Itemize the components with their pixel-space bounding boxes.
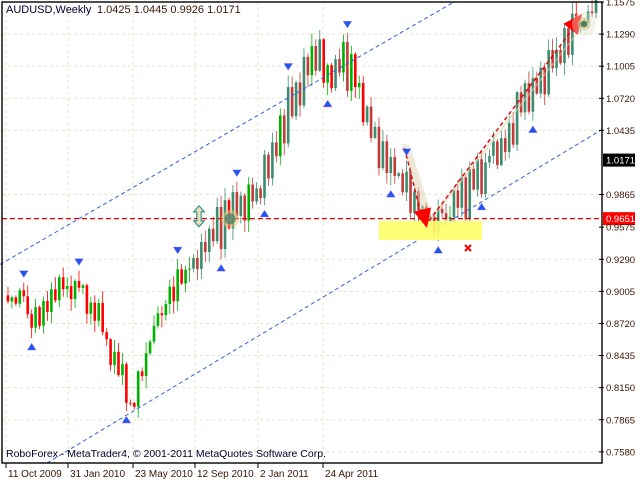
svg-text:0.7865: 0.7865 xyxy=(606,415,635,426)
svg-text:11 Oct 2009: 11 Oct 2009 xyxy=(8,469,62,480)
svg-text:0.8720: 0.8720 xyxy=(606,319,635,330)
svg-text:RoboForex - MetaTrader4, © 200: RoboForex - MetaTrader4, © 2001-2011 Met… xyxy=(6,448,326,460)
svg-text:24 Apr 2011: 24 Apr 2011 xyxy=(325,469,379,480)
svg-text:0.8150: 0.8150 xyxy=(606,383,635,394)
svg-text:1.0425 1.0445 0.9926 1.0171: 1.0425 1.0445 0.9926 1.0171 xyxy=(97,4,241,16)
svg-text:0.9865: 0.9865 xyxy=(606,190,635,201)
svg-text:31 Jan 2010: 31 Jan 2010 xyxy=(70,469,125,480)
svg-text:1.1575: 1.1575 xyxy=(606,0,635,9)
svg-text:0.9005: 0.9005 xyxy=(606,287,635,298)
svg-text:1.0720: 1.0720 xyxy=(606,94,635,105)
svg-text:0.9290: 0.9290 xyxy=(606,255,635,266)
svg-text:1.0435: 1.0435 xyxy=(606,126,635,137)
svg-text:12 Sep 2010: 12 Sep 2010 xyxy=(197,469,254,480)
svg-text:AUDUSD,Weekly: AUDUSD,Weekly xyxy=(6,4,92,16)
svg-text:2 Jan 2011: 2 Jan 2011 xyxy=(260,469,309,480)
svg-text:1.1290: 1.1290 xyxy=(606,30,635,41)
svg-text:0.7580: 0.7580 xyxy=(606,447,635,458)
svg-text:0.8435: 0.8435 xyxy=(606,351,635,362)
svg-text:1.0171: 1.0171 xyxy=(606,156,635,167)
svg-text:23 May 2010: 23 May 2010 xyxy=(135,469,193,480)
svg-text:0.9575: 0.9575 xyxy=(606,223,635,234)
svg-text:1.1005: 1.1005 xyxy=(606,62,635,73)
